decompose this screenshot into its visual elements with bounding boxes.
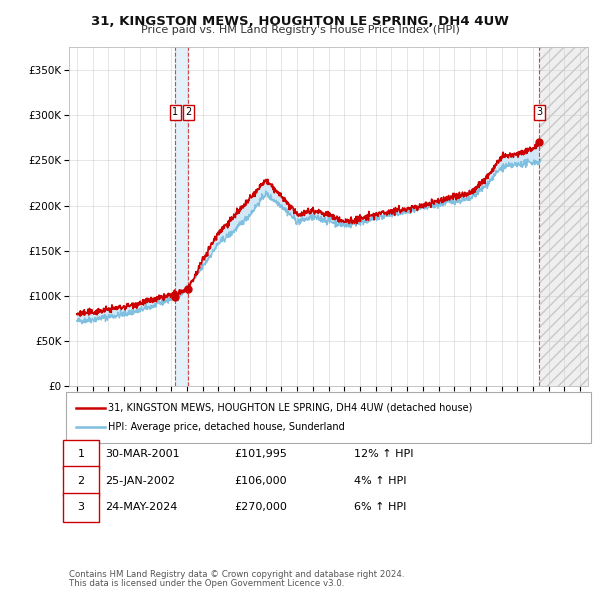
Bar [539,47,588,386]
Text: 6% ↑ HPI: 6% ↑ HPI [354,503,406,512]
Text: Price paid vs. HM Land Registry's House Price Index (HPI): Price paid vs. HM Land Registry's House … [140,25,460,35]
Text: 3: 3 [536,107,542,117]
Text: 24-MAY-2024: 24-MAY-2024 [105,503,178,512]
Text: 31, KINGSTON MEWS, HOUGHTON LE SPRING, DH4 4UW: 31, KINGSTON MEWS, HOUGHTON LE SPRING, D… [91,15,509,28]
Text: Contains HM Land Registry data © Crown copyright and database right 2024.: Contains HM Land Registry data © Crown c… [69,571,404,579]
Text: This data is licensed under the Open Government Licence v3.0.: This data is licensed under the Open Gov… [69,579,344,588]
Text: 2: 2 [77,476,85,486]
Text: 31, KINGSTON MEWS, HOUGHTON LE SPRING, DH4 4UW (detached house): 31, KINGSTON MEWS, HOUGHTON LE SPRING, D… [108,403,472,412]
Bar [539,47,588,386]
Bar [175,47,188,386]
Text: HPI: Average price, detached house, Sunderland: HPI: Average price, detached house, Sund… [108,422,345,432]
Text: 30-MAR-2001: 30-MAR-2001 [105,450,179,459]
Text: 12% ↑ HPI: 12% ↑ HPI [354,450,413,459]
Text: 4% ↑ HPI: 4% ↑ HPI [354,476,407,486]
Text: 25-JAN-2002: 25-JAN-2002 [105,476,175,486]
Text: 2: 2 [185,107,191,117]
Text: £101,995: £101,995 [234,450,287,459]
Text: £106,000: £106,000 [234,476,287,486]
Text: 1: 1 [77,450,85,459]
Text: 1: 1 [172,107,178,117]
Text: 3: 3 [77,503,85,512]
Text: £270,000: £270,000 [234,503,287,512]
